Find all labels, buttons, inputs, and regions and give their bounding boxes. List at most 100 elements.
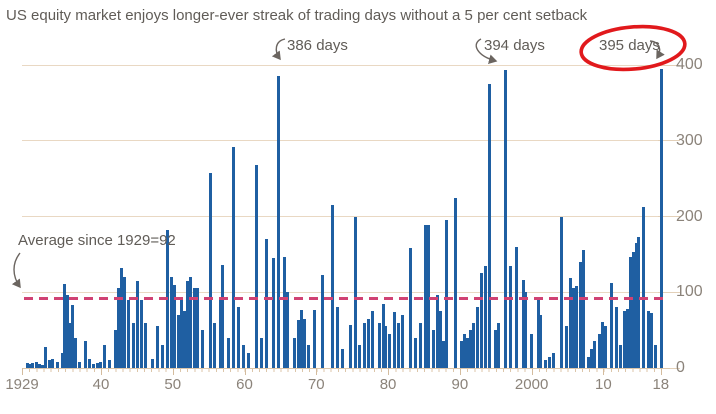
streak-bar — [95, 363, 99, 368]
streak-bar — [37, 364, 41, 368]
streak-bar — [544, 360, 548, 368]
streak-bar — [73, 337, 77, 368]
streak-bar — [597, 333, 601, 368]
streak-bar — [384, 326, 388, 368]
streak-bar — [186, 280, 190, 368]
streak-bar — [626, 308, 630, 368]
streak-bar — [396, 322, 400, 368]
streak-bar — [469, 330, 473, 368]
streak-bar — [44, 346, 48, 368]
streak-bar — [34, 361, 38, 368]
x-axis-tick — [388, 368, 390, 375]
x-axis-label: 50 — [164, 376, 182, 393]
streak-bar — [436, 295, 440, 368]
streak-bar — [418, 322, 422, 368]
streak-bar — [476, 307, 480, 368]
streak-bar — [196, 288, 200, 368]
streak-bar — [524, 292, 528, 368]
average-annotation-label: Average since 1929=92 — [18, 232, 176, 249]
streak-bar — [357, 345, 361, 368]
x-axis-minor-ticks — [22, 368, 668, 372]
streak-bar — [393, 311, 397, 368]
streak-bar — [306, 345, 310, 368]
streak-bar — [246, 352, 250, 368]
streak-bar — [601, 321, 605, 368]
streak-bar — [575, 286, 579, 368]
streak-bar — [28, 364, 32, 368]
x-axis-label: 70 — [307, 376, 325, 393]
streak-bar — [642, 207, 646, 368]
streak-bar — [25, 362, 29, 368]
streak-bar — [536, 299, 540, 368]
streak-bar — [521, 280, 525, 368]
streak-bar — [423, 224, 427, 368]
streak-bar — [132, 322, 136, 368]
streak-bar — [592, 341, 596, 368]
x-axis-label: 10 — [595, 376, 612, 393]
streak-bar — [426, 224, 430, 368]
chart-title: US equity market enjoys longer-ever stre… — [6, 7, 588, 24]
streak-bar — [331, 205, 335, 368]
streak-bar — [123, 277, 127, 368]
streak-bar — [552, 352, 556, 368]
streak-bar — [459, 341, 463, 368]
streak-bar — [120, 268, 124, 368]
streak-bar — [515, 246, 519, 368]
streak-bar — [647, 311, 651, 368]
streak-bar — [62, 283, 66, 368]
streak-bar — [218, 299, 222, 368]
streak-bar — [31, 363, 35, 368]
streak-bar — [60, 352, 64, 368]
x-axis-label: 18 — [652, 376, 670, 393]
x-axis-tick — [22, 368, 23, 375]
streak-bar — [276, 75, 280, 368]
gridline — [22, 64, 668, 66]
x-axis-tick — [316, 368, 318, 375]
streak-bar — [586, 356, 590, 368]
streak-bar — [479, 273, 483, 368]
streak-bar — [484, 265, 488, 368]
streak-bar — [296, 320, 300, 368]
streak-bar — [98, 361, 102, 368]
streak-bar — [413, 337, 417, 368]
streak-bar — [179, 299, 183, 368]
streak-bar — [236, 307, 240, 368]
streak-bar — [271, 258, 275, 368]
streak-bar — [169, 277, 173, 368]
streak-bar — [201, 330, 205, 368]
streak-bar — [173, 284, 177, 368]
streak-bar — [400, 314, 404, 368]
streak-bar — [241, 345, 245, 368]
streak-bar — [660, 68, 664, 368]
streak-bar — [87, 358, 91, 368]
streak-bar — [581, 249, 585, 368]
y-axis-label: 400 — [676, 56, 703, 73]
streak-bar — [117, 287, 121, 368]
streak-bar — [508, 266, 512, 368]
streak-bar — [362, 322, 366, 368]
streak-bar — [548, 356, 552, 368]
arrow-386-days — [271, 38, 286, 61]
x-axis-tick — [531, 368, 533, 375]
x-axis-label: 1929 — [5, 376, 39, 393]
x-axis-label: 40 — [92, 376, 110, 393]
x-axis-tick — [459, 368, 461, 375]
streak-bar — [151, 358, 155, 368]
streak-bar — [367, 318, 371, 368]
streak-bar — [388, 333, 391, 368]
average-dashed-line — [24, 296, 668, 300]
streak-bar — [572, 288, 576, 368]
streak-bar — [454, 198, 458, 368]
streak-bar — [604, 326, 608, 368]
streak-bar — [619, 345, 623, 368]
streak-bar — [192, 288, 196, 368]
x-axis-tick — [172, 368, 174, 375]
streak-bar — [463, 333, 467, 368]
streak-bar — [189, 277, 193, 368]
streak-bar — [589, 349, 593, 368]
streak-bar — [654, 345, 658, 368]
streak-bar — [632, 252, 636, 368]
streak-bar — [614, 307, 618, 368]
streak-bar — [488, 83, 492, 368]
